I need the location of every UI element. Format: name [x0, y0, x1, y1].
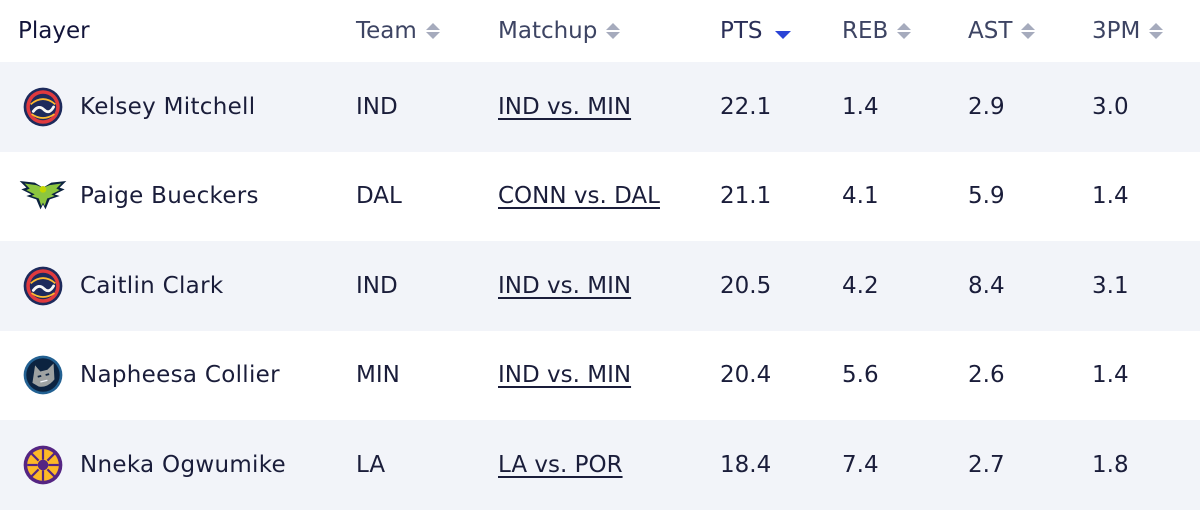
table-row: Paige Bueckers DAL CONN vs. DAL 21.1 4.1… — [0, 152, 1200, 242]
team-cell: DAL — [356, 183, 402, 210]
reb-cell: 7.4 — [842, 451, 879, 478]
matchup-cell: IND vs. MIN — [498, 362, 720, 388]
3pm-cell: 1.4 — [1092, 183, 1129, 210]
column-header-reb[interactable]: REB — [842, 18, 968, 44]
table-row: Caitlin Clark IND IND vs. MIN 20.5 4.2 8… — [0, 241, 1200, 331]
3pm-cell: 1.8 — [1092, 451, 1129, 478]
column-header-pts[interactable]: PTS — [720, 18, 842, 44]
ast-cell: 5.9 — [968, 183, 1005, 210]
column-header-player: Player — [0, 18, 356, 44]
sort-icon[interactable] — [425, 23, 440, 39]
team-cell: LA — [356, 451, 386, 478]
column-header-3pm[interactable]: 3PM — [1092, 18, 1200, 44]
indiana-fever-logo-icon — [18, 261, 68, 311]
table-row: Kelsey Mitchell IND IND vs. MIN 22.1 1.4… — [0, 62, 1200, 152]
player-name[interactable]: Paige Bueckers — [80, 183, 259, 210]
sort-icon[interactable] — [606, 23, 621, 39]
pts-cell: 21.1 — [720, 183, 772, 210]
player-name[interactable]: Napheesa Collier — [80, 362, 280, 389]
reb-cell: 1.4 — [842, 93, 879, 120]
player-cell: Paige Bueckers — [0, 171, 356, 221]
team-cell: IND — [356, 272, 398, 299]
player-name[interactable]: Nneka Ogwumike — [80, 451, 286, 478]
pts-cell: 20.5 — [720, 272, 772, 299]
sort-icon[interactable] — [897, 23, 912, 39]
table-header: Player Team Matchup PTS REB AST 3PM — [0, 0, 1200, 62]
player-name[interactable]: Kelsey Mitchell — [80, 93, 256, 120]
ast-cell: 2.7 — [968, 451, 1005, 478]
table-row: Nneka Ogwumike LA LA vs. POR 18.4 7.4 2.… — [0, 420, 1200, 510]
3pm-cell: 3.1 — [1092, 272, 1129, 299]
pts-header-label: PTS — [720, 18, 763, 44]
player-name[interactable]: Caitlin Clark — [80, 272, 224, 299]
indiana-fever-logo-icon — [18, 82, 68, 132]
matchup-link[interactable]: CONN vs. DAL — [498, 183, 660, 210]
pts-cell: 20.4 — [720, 362, 772, 389]
ast-cell: 2.6 — [968, 362, 1005, 389]
sort-icon[interactable] — [1021, 23, 1036, 39]
pts-cell: 18.4 — [720, 451, 772, 478]
reb-cell: 4.2 — [842, 272, 879, 299]
matchup-cell: IND vs. MIN — [498, 273, 720, 299]
los-angeles-sparks-logo-icon — [18, 440, 68, 490]
sort-descending-icon[interactable] — [774, 31, 791, 39]
matchup-header-label: Matchup — [498, 18, 598, 44]
column-header-ast[interactable]: AST — [968, 18, 1092, 44]
3pm-cell: 1.4 — [1092, 362, 1129, 389]
player-cell: Caitlin Clark — [0, 261, 356, 311]
matchup-cell: CONN vs. DAL — [498, 183, 720, 209]
team-header-label: Team — [356, 18, 417, 44]
team-cell: MIN — [356, 362, 400, 389]
sort-icon[interactable] — [1149, 23, 1164, 39]
minnesota-lynx-logo-icon — [18, 350, 68, 400]
table-row: Napheesa Collier MIN IND vs. MIN 20.4 5.… — [0, 331, 1200, 421]
player-cell: Kelsey Mitchell — [0, 82, 356, 132]
ast-header-label: AST — [968, 18, 1013, 44]
reb-cell: 4.1 — [842, 183, 879, 210]
ast-cell: 8.4 — [968, 272, 1005, 299]
player-cell: Napheesa Collier — [0, 350, 356, 400]
column-header-matchup[interactable]: Matchup — [498, 18, 720, 44]
team-cell: IND — [356, 93, 398, 120]
player-cell: Nneka Ogwumike — [0, 440, 356, 490]
matchup-cell: LA vs. POR — [498, 452, 720, 478]
matchup-cell: IND vs. MIN — [498, 94, 720, 120]
reb-cell: 5.6 — [842, 362, 879, 389]
matchup-link[interactable]: LA vs. POR — [498, 451, 623, 478]
ast-cell: 2.9 — [968, 93, 1005, 120]
reb-header-label: REB — [842, 18, 889, 44]
matchup-link[interactable]: IND vs. MIN — [498, 362, 632, 389]
3pm-cell: 3.0 — [1092, 93, 1129, 120]
dallas-wings-logo-icon — [18, 171, 68, 221]
matchup-link[interactable]: IND vs. MIN — [498, 93, 632, 120]
pts-cell: 22.1 — [720, 93, 772, 120]
player-header-label: Player — [18, 18, 90, 44]
column-header-team[interactable]: Team — [356, 18, 498, 44]
matchup-link[interactable]: IND vs. MIN — [498, 272, 632, 299]
3pm-header-label: 3PM — [1092, 18, 1141, 44]
